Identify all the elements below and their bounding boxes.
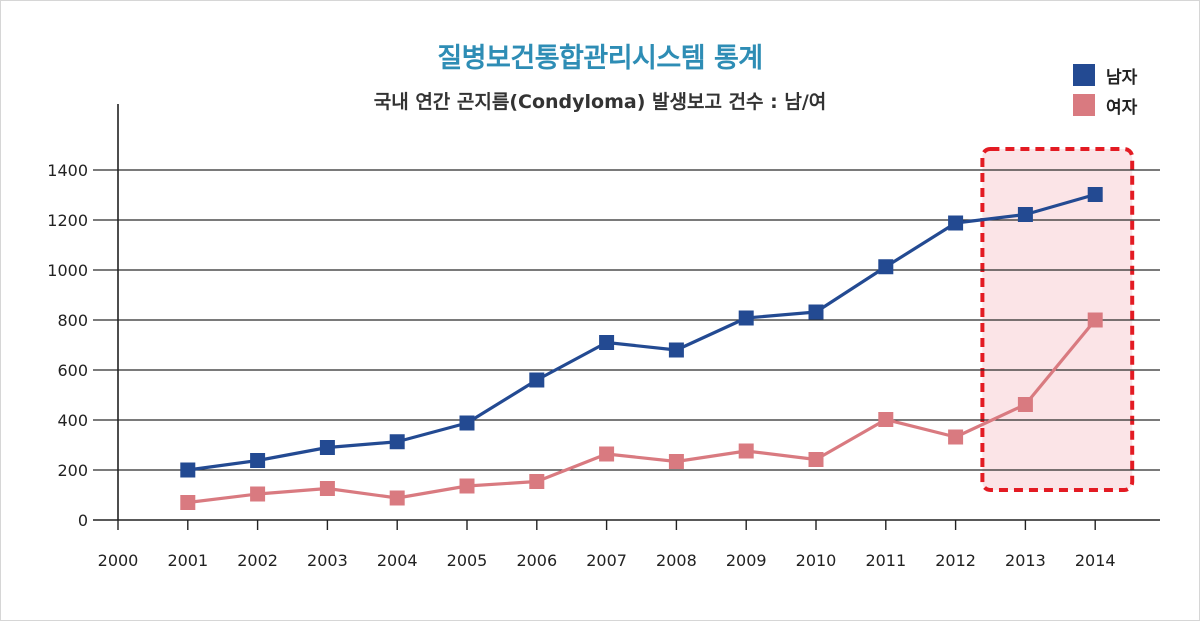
x-tick-label: 2003 [307,551,348,570]
x-tick-label: 2010 [796,551,837,570]
x-tick-label: 2014 [1075,551,1116,570]
x-tick-label: 2009 [726,551,767,570]
data-point-female [878,412,894,427]
series-line-male [187,192,1096,472]
y-tick-label: 1200 [47,211,88,230]
data-point-male [668,342,684,358]
y-tick-label: 1400 [47,161,88,180]
legend-swatch-female [1073,94,1095,116]
data-point-male [459,415,475,431]
data-point-male [599,335,615,350]
data-point-male [250,453,266,468]
data-point-male [180,462,196,478]
legend-item-female: 여자 [1073,90,1137,120]
x-tick-label: 2004 [377,551,418,570]
y-tick-label: 800 [57,311,88,330]
x-tick-label: 2012 [935,551,976,570]
x-tick-label: 2000 [98,551,139,570]
series-line-female [187,318,1097,505]
data-point-male [529,372,545,388]
data-point-male [738,310,754,326]
data-point-male [808,304,824,320]
data-point-female [389,490,405,506]
data-point-female [668,454,684,469]
x-tick-label: 2001 [167,551,208,570]
y-tick-label: 200 [57,461,88,480]
data-point-female [1087,312,1103,328]
y-tick-label: 400 [57,411,88,430]
x-tick-label: 2013 [1005,551,1046,570]
data-point-female [180,495,196,510]
legend-label-female: 여자 [1106,97,1138,118]
x-tick-label: 2008 [656,551,697,570]
legend: 남자 여자 [1073,60,1137,120]
data-point-male [1017,207,1033,222]
y-tick-label: 600 [57,361,88,380]
x-tick-label: 2005 [447,551,488,570]
data-point-female [599,446,615,462]
chart-subtitle: 국내 연간 곤지름(Condyloma) 발생보고 건수 : 남/여 [373,91,827,113]
legend-label-male: 남자 [1106,67,1138,88]
x-tick-label: 2007 [586,551,627,570]
y-tick-label: 0 [78,511,88,530]
x-tick-label: 2002 [237,551,278,570]
data-point-male [948,215,964,231]
legend-item-male: 남자 [1073,60,1137,90]
data-point-female [319,481,335,496]
data-point-male [389,434,405,450]
chart-title: 질병보건통합관리시스템 통계 [437,43,763,74]
data-point-male [878,259,894,275]
data-point-female [808,452,824,467]
data-point-female [459,478,475,494]
y-tick-label: 1000 [47,261,88,280]
data-point-female [738,443,754,459]
data-point-female [250,486,266,502]
data-point-female [529,474,545,489]
data-point-female [948,429,964,445]
data-point-female [1017,397,1033,412]
data-point-male [319,440,335,455]
legend-swatch-male [1073,64,1095,86]
x-tick-label: 2006 [516,551,557,570]
data-point-male [1087,187,1103,202]
x-tick-label: 2011 [865,551,906,570]
